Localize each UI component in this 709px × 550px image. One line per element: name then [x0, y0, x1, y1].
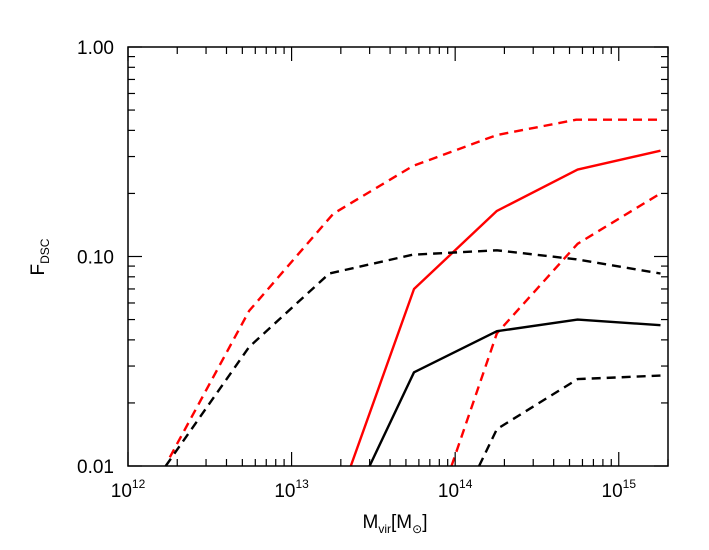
series-line-6 — [478, 374, 661, 467]
x-axis-label: Mvir[M⊙] — [363, 512, 428, 536]
x-axis-label-unit-open: [M — [391, 512, 412, 533]
y-axis-label-main: F — [28, 264, 49, 276]
y-tick-label: 1.00 — [77, 38, 114, 59]
x-tick-label: 1013 — [274, 477, 309, 502]
x-tick-label-base: 10 — [111, 481, 132, 502]
x-tick-label-base: 10 — [602, 481, 623, 502]
series-line-3 — [450, 192, 662, 467]
x-tick-label: 1015 — [602, 477, 637, 502]
x-tick-label: 1012 — [111, 477, 146, 502]
series-line-2 — [349, 149, 661, 467]
x-tick-label-exponent: 12 — [132, 477, 146, 491]
y-tick-label: 0.10 — [77, 248, 114, 269]
x-tick-label: 1014 — [438, 477, 473, 502]
y-axis-label: FDSC — [28, 238, 52, 275]
series-line-5 — [368, 318, 661, 467]
plot-frame — [127, 46, 669, 467]
x-tick-label-base: 10 — [274, 481, 295, 502]
x-axis-label-main: M — [363, 512, 379, 533]
x-axis-label-unit-close: ] — [422, 512, 427, 533]
x-axis-label-sub: vir — [378, 522, 391, 536]
x-tick-label-exponent: 14 — [459, 477, 473, 491]
series-line-4 — [164, 249, 661, 467]
series-layer — [164, 118, 662, 467]
x-tick-label-exponent: 15 — [623, 477, 637, 491]
x-tick-label-exponent: 13 — [295, 477, 309, 491]
series-line-1 — [168, 118, 661, 458]
y-tick-label: 0.01 — [77, 457, 114, 478]
x-axis-label-unit-sub: ⊙ — [412, 522, 422, 536]
y-axis-label-sub: DSC — [38, 238, 52, 264]
x-tick-label-base: 10 — [438, 481, 459, 502]
